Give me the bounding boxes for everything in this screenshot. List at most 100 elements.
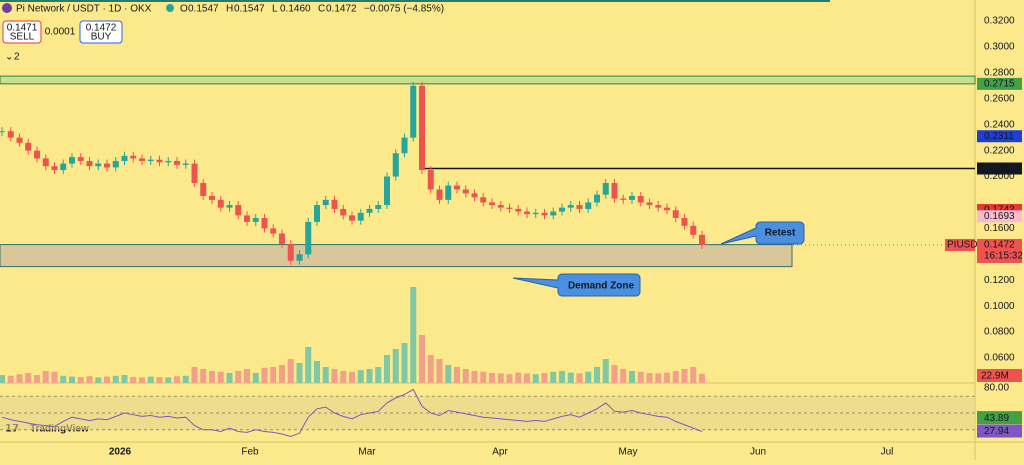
volume-bar [585, 371, 592, 383]
indicator-count[interactable]: 2 [14, 52, 20, 63]
volume-bar [445, 365, 452, 383]
volume-bar [357, 370, 364, 383]
volume-bar [576, 373, 583, 383]
candle [349, 215, 355, 221]
price-tag-bg [977, 210, 1022, 223]
volume-bar [410, 287, 417, 383]
volume-bar [690, 367, 697, 383]
candle [42, 158, 49, 167]
volume-bar [322, 367, 329, 383]
candle [664, 207, 670, 211]
candle [287, 243, 294, 261]
y-tick-label: 0.2600 [984, 93, 1015, 104]
candle [375, 205, 382, 209]
candle [165, 160, 172, 163]
volume-bar [60, 375, 67, 383]
candle [25, 142, 32, 151]
demand-label: Demand Zone [568, 281, 635, 292]
price-tag-bg [977, 162, 1022, 175]
candle [217, 199, 224, 208]
candle [331, 199, 338, 209]
spread: 0.0001 [45, 27, 76, 38]
volume-bar [436, 359, 443, 383]
candle [182, 163, 189, 165]
x-tick-label: Mar [358, 447, 376, 458]
y-tick-label: 0.3000 [984, 42, 1015, 53]
volume-bar [305, 347, 312, 383]
candle [550, 211, 557, 216]
volume-bar [349, 371, 355, 383]
ohlc-key: C [318, 4, 325, 15]
candle [506, 207, 513, 209]
candle [322, 199, 329, 206]
volume-bar [567, 372, 574, 383]
price-tag: 0.2311 [984, 131, 1014, 142]
volume-bar [261, 367, 268, 383]
rsi-tick-label: 80.00 [984, 382, 1009, 393]
price-tag: 0.2715 [984, 79, 1015, 90]
candle [471, 193, 478, 198]
y-tick-label: 0.1200 [984, 275, 1015, 286]
volume-bar [331, 369, 338, 383]
candle [401, 137, 408, 154]
rsi-tick-label: 43.89 [984, 413, 1009, 424]
volume-bar [95, 377, 102, 383]
ohlc-value: 0.1472 [326, 4, 357, 15]
volume-bar [340, 371, 347, 383]
candle [16, 137, 23, 143]
candle [620, 198, 627, 200]
x-tick-label: Feb [241, 447, 259, 458]
volume-bar [25, 373, 32, 383]
volume-bar [287, 359, 294, 383]
y-tick-label: 0.2000 [984, 171, 1015, 182]
collapse-icon[interactable]: ⌄ [5, 52, 13, 63]
candle [419, 85, 425, 171]
candle [699, 234, 705, 245]
volume-bar [602, 359, 609, 383]
candle [366, 208, 373, 213]
volume-bar [672, 371, 679, 383]
last-price: 0.1472 [984, 240, 1015, 251]
candle [147, 159, 154, 161]
volume-bar [550, 371, 557, 383]
candle [77, 157, 84, 161]
candle [156, 159, 163, 163]
volume-bar [664, 372, 670, 383]
candle [314, 205, 320, 222]
candle [637, 195, 644, 203]
volume-bar [681, 369, 688, 383]
candle [462, 189, 469, 194]
y-tick-label: 0.2800 [984, 67, 1015, 78]
candle [340, 208, 347, 216]
price-tag: 0.2062 [984, 163, 1015, 174]
volume-bar [86, 376, 93, 383]
volume-bar [629, 371, 635, 383]
candle [497, 205, 504, 208]
candle [270, 228, 277, 234]
x-tick-label: Jul [881, 447, 894, 458]
buy-button[interactable] [79, 20, 123, 44]
volume-bar [191, 367, 198, 383]
sell-label: SELL [10, 32, 35, 43]
volume-bar [0, 375, 5, 383]
candle [235, 205, 242, 216]
candle [209, 195, 215, 200]
volume-bar [497, 373, 504, 383]
ohlc-value: 0.1547 [188, 4, 219, 15]
volume-bar [506, 374, 513, 383]
candle [602, 183, 609, 195]
candle [104, 163, 110, 168]
volume-bar [217, 371, 224, 383]
volume-bar [209, 371, 215, 383]
sell-button[interactable] [2, 20, 42, 44]
volume-bar [375, 367, 382, 383]
y-tick-label: 0.1600 [984, 223, 1015, 234]
volume-bar [541, 373, 548, 383]
volume-bar [200, 369, 207, 383]
price-tag: 0.1742 [984, 205, 1015, 216]
volume-bar [112, 375, 119, 383]
y-tick-label: 0.2400 [984, 119, 1015, 130]
volume-bar [646, 373, 653, 383]
volume-bar [77, 377, 84, 383]
